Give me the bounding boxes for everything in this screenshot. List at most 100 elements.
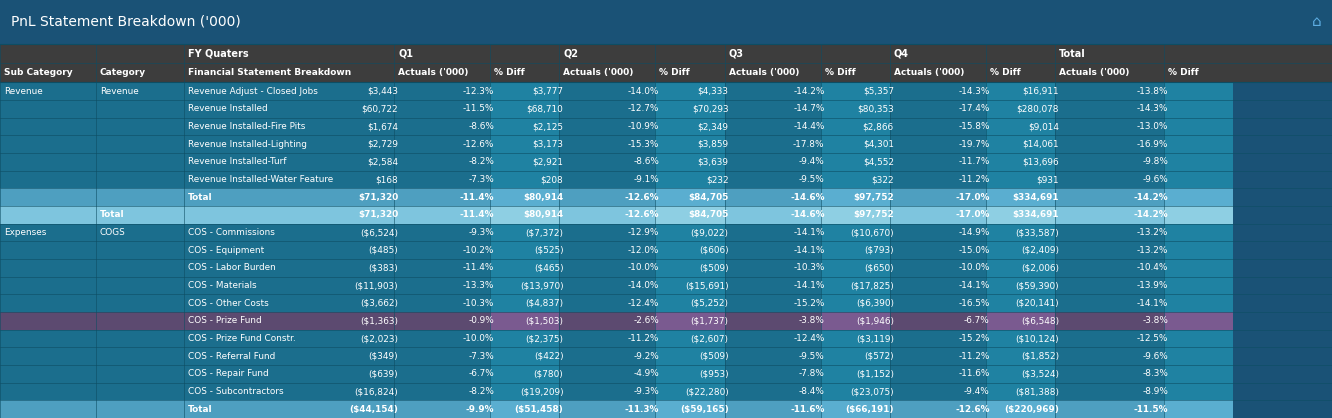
Bar [725,277,821,294]
Bar [890,100,986,118]
Text: ($3,119): ($3,119) [855,334,894,343]
Text: Q3: Q3 [729,48,743,59]
Text: Total: Total [100,210,124,219]
Text: -14.2%: -14.2% [793,87,825,96]
Bar [96,206,184,224]
Text: -12.5%: -12.5% [1136,334,1168,343]
Bar [96,82,184,100]
Bar [821,189,890,206]
Text: $2,584: $2,584 [368,157,398,166]
Text: $280,078: $280,078 [1016,104,1059,113]
Bar [490,100,559,118]
Text: -15.2%: -15.2% [958,334,990,343]
Bar [96,189,184,206]
Bar [490,259,559,277]
Text: $4,552: $4,552 [863,157,894,166]
Text: -14.3%: -14.3% [958,87,990,96]
Text: Revenue Installed-Lighting: Revenue Installed-Lighting [188,140,306,149]
Bar [821,171,890,189]
Bar [1164,365,1233,382]
Bar [184,382,394,400]
Bar [394,347,490,365]
Text: -12.7%: -12.7% [627,104,659,113]
Bar [394,330,490,347]
Text: % Diff: % Diff [1168,68,1199,77]
Bar [821,118,890,135]
Bar [986,171,1055,189]
Text: $60,722: $60,722 [362,104,398,113]
Text: $70,293: $70,293 [693,104,729,113]
Text: ($6,548): ($6,548) [1020,316,1059,325]
Bar [1164,206,1233,224]
Text: -9.1%: -9.1% [634,175,659,184]
Bar [655,224,725,241]
Text: ($2,023): ($2,023) [360,334,398,343]
Bar [655,241,725,259]
Bar [490,224,559,241]
Text: Actuals ('000): Actuals ('000) [894,68,964,77]
Bar [725,63,821,82]
Bar [821,224,890,241]
Bar [1164,171,1233,189]
Bar [821,294,890,312]
Bar [184,44,394,63]
Bar [1164,153,1233,171]
Bar [96,135,184,153]
Bar [821,63,890,82]
Bar [394,312,490,330]
Bar [490,171,559,189]
Bar [184,224,394,241]
Text: -10.0%: -10.0% [627,263,659,273]
Bar [184,259,394,277]
Text: ($1,946): ($1,946) [855,316,894,325]
Text: -12.6%: -12.6% [625,193,659,201]
Bar [184,135,394,153]
Text: $71,320: $71,320 [358,193,398,201]
Bar [821,100,890,118]
Text: -7.3%: -7.3% [469,352,494,361]
Text: Actuals ('000): Actuals ('000) [729,68,799,77]
Bar [96,241,184,259]
Bar [655,153,725,171]
Bar [1055,82,1164,100]
Bar [394,63,490,82]
Bar [184,330,394,347]
Bar [890,82,986,100]
Bar [1055,118,1164,135]
Bar [394,118,490,135]
Bar [184,171,394,189]
Text: ($23,075): ($23,075) [850,387,894,396]
Text: -14.1%: -14.1% [1136,299,1168,308]
Bar [490,135,559,153]
Bar [1164,241,1233,259]
Bar [184,189,394,206]
Text: ($10,124): ($10,124) [1015,334,1059,343]
Text: -11.3%: -11.3% [625,405,659,414]
Text: -9.5%: -9.5% [799,175,825,184]
Bar [821,206,890,224]
Text: -14.1%: -14.1% [793,246,825,255]
Text: -13.2%: -13.2% [1136,228,1168,237]
Text: $80,914: $80,914 [523,210,563,219]
Bar [986,347,1055,365]
Bar [96,330,184,347]
Bar [490,400,559,418]
Text: COGS: COGS [100,228,125,237]
Text: ($33,587): ($33,587) [1015,228,1059,237]
Bar [986,365,1055,382]
Text: -8.4%: -8.4% [799,387,825,396]
Bar [655,382,725,400]
Bar [1164,277,1233,294]
Text: -10.3%: -10.3% [793,263,825,273]
Text: -17.4%: -17.4% [958,104,990,113]
Bar [0,82,96,100]
Text: ($51,458): ($51,458) [514,405,563,414]
Bar [1164,63,1233,82]
Text: -8.9%: -8.9% [1143,387,1168,396]
Text: ($7,372): ($7,372) [525,228,563,237]
Bar [890,365,986,382]
Text: Revenue Installed: Revenue Installed [188,104,268,113]
Bar [1055,382,1164,400]
Text: $80,914: $80,914 [523,193,563,201]
Bar [184,277,394,294]
